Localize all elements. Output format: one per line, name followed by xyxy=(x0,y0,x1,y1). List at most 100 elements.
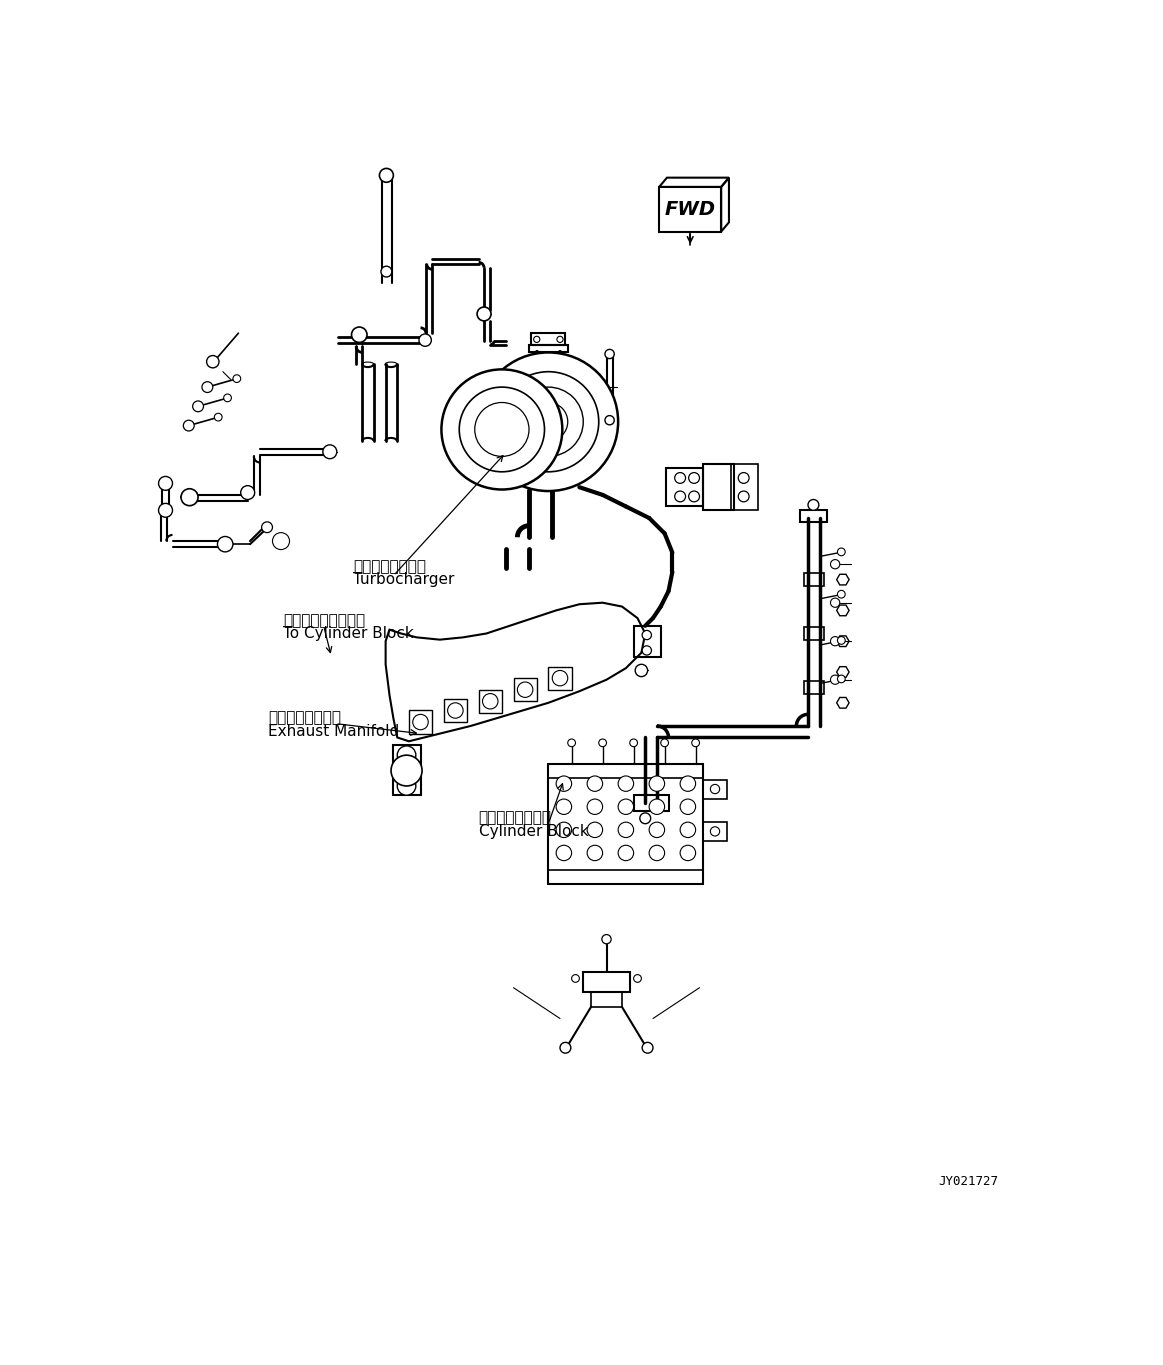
Text: Exhaust Manifold: Exhaust Manifold xyxy=(267,723,399,738)
Circle shape xyxy=(158,504,172,517)
Circle shape xyxy=(223,394,231,401)
Circle shape xyxy=(634,975,641,983)
Text: To Cylinder Block: To Cylinder Block xyxy=(284,625,414,640)
Circle shape xyxy=(158,476,172,490)
Circle shape xyxy=(541,414,556,430)
Circle shape xyxy=(830,636,840,646)
Circle shape xyxy=(649,822,664,838)
Bar xyxy=(591,991,622,1007)
Circle shape xyxy=(272,532,290,550)
Circle shape xyxy=(837,636,846,644)
Circle shape xyxy=(642,631,651,640)
Circle shape xyxy=(649,799,664,815)
Circle shape xyxy=(419,334,431,347)
Circle shape xyxy=(680,775,695,792)
Circle shape xyxy=(276,535,286,546)
Circle shape xyxy=(556,845,572,861)
Circle shape xyxy=(599,738,606,747)
Circle shape xyxy=(587,775,602,792)
Bar xyxy=(529,345,568,352)
Text: シリンダブロック: シリンダブロック xyxy=(479,811,551,826)
Circle shape xyxy=(618,845,634,861)
Circle shape xyxy=(561,1043,571,1054)
Circle shape xyxy=(556,775,572,792)
Bar xyxy=(804,573,823,586)
Circle shape xyxy=(618,822,634,838)
Text: JY021727: JY021727 xyxy=(937,1175,998,1188)
Circle shape xyxy=(552,670,568,685)
Circle shape xyxy=(587,799,602,815)
Circle shape xyxy=(413,714,428,730)
Circle shape xyxy=(640,814,650,823)
Circle shape xyxy=(477,307,491,321)
Circle shape xyxy=(587,822,602,838)
Circle shape xyxy=(202,382,213,393)
Circle shape xyxy=(498,371,599,472)
Circle shape xyxy=(739,472,749,483)
Circle shape xyxy=(529,403,568,441)
Circle shape xyxy=(233,375,241,382)
Circle shape xyxy=(739,491,749,502)
Bar xyxy=(704,822,727,841)
Circle shape xyxy=(479,352,618,491)
Text: 排気マニホールド: 排気マニホールド xyxy=(267,711,341,726)
Circle shape xyxy=(184,420,194,431)
Circle shape xyxy=(398,777,416,796)
Circle shape xyxy=(448,703,463,718)
Circle shape xyxy=(556,822,572,838)
Circle shape xyxy=(379,168,393,183)
Circle shape xyxy=(241,486,255,500)
Circle shape xyxy=(837,547,846,556)
Circle shape xyxy=(837,591,846,598)
Bar xyxy=(531,333,565,345)
Circle shape xyxy=(688,491,699,502)
Circle shape xyxy=(323,445,337,459)
Circle shape xyxy=(262,521,272,532)
Circle shape xyxy=(556,799,572,815)
Circle shape xyxy=(398,745,416,764)
Circle shape xyxy=(808,500,819,511)
Bar xyxy=(704,779,727,799)
Bar xyxy=(549,870,704,883)
Circle shape xyxy=(711,785,720,793)
Circle shape xyxy=(680,822,695,838)
Circle shape xyxy=(381,266,392,277)
Circle shape xyxy=(475,403,529,456)
Circle shape xyxy=(635,665,648,677)
Text: シリンダブロックへ: シリンダブロックへ xyxy=(284,613,365,628)
Circle shape xyxy=(618,799,634,815)
Circle shape xyxy=(483,693,498,708)
Circle shape xyxy=(649,845,664,861)
Circle shape xyxy=(534,336,540,343)
Circle shape xyxy=(830,598,840,607)
Bar xyxy=(549,764,704,883)
Circle shape xyxy=(217,536,233,551)
Circle shape xyxy=(618,775,634,792)
Circle shape xyxy=(649,775,664,792)
Text: ターボチャージャ: ターボチャージャ xyxy=(354,558,426,573)
Text: Turbocharger: Turbocharger xyxy=(354,572,455,587)
Circle shape xyxy=(830,560,840,569)
Circle shape xyxy=(514,388,584,456)
Circle shape xyxy=(459,388,544,472)
Circle shape xyxy=(837,676,846,682)
Circle shape xyxy=(680,845,695,861)
Circle shape xyxy=(391,755,422,786)
Circle shape xyxy=(605,349,614,359)
Text: Cylinder Block: Cylinder Block xyxy=(479,823,588,838)
Circle shape xyxy=(557,336,563,343)
Circle shape xyxy=(214,414,222,420)
Circle shape xyxy=(605,415,614,425)
Circle shape xyxy=(642,646,651,655)
Bar xyxy=(804,681,823,693)
Text: FWD: FWD xyxy=(664,199,715,218)
Bar xyxy=(804,628,823,640)
Circle shape xyxy=(601,935,611,943)
Bar xyxy=(549,764,704,778)
Bar xyxy=(800,511,827,521)
Circle shape xyxy=(830,676,840,684)
Circle shape xyxy=(675,491,685,502)
Circle shape xyxy=(629,738,637,747)
Circle shape xyxy=(692,738,699,747)
Circle shape xyxy=(711,827,720,835)
